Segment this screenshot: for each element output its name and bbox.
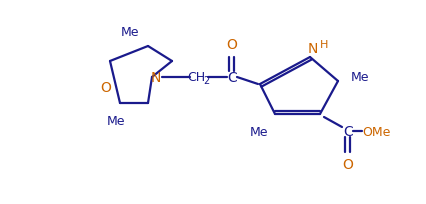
Text: Me: Me	[350, 71, 368, 84]
Text: 2: 2	[202, 76, 209, 86]
Text: O: O	[342, 157, 353, 171]
Text: O: O	[226, 38, 237, 52]
Text: CH: CH	[187, 71, 204, 84]
Text: N: N	[307, 42, 317, 56]
Text: Me: Me	[121, 26, 139, 39]
Text: C: C	[227, 71, 236, 85]
Text: Me: Me	[106, 115, 125, 128]
Text: OMe: OMe	[361, 125, 389, 138]
Text: O: O	[101, 81, 111, 94]
Text: C: C	[343, 124, 352, 138]
Text: N: N	[150, 71, 161, 85]
Text: H: H	[319, 40, 328, 50]
Text: Me: Me	[249, 125, 268, 138]
